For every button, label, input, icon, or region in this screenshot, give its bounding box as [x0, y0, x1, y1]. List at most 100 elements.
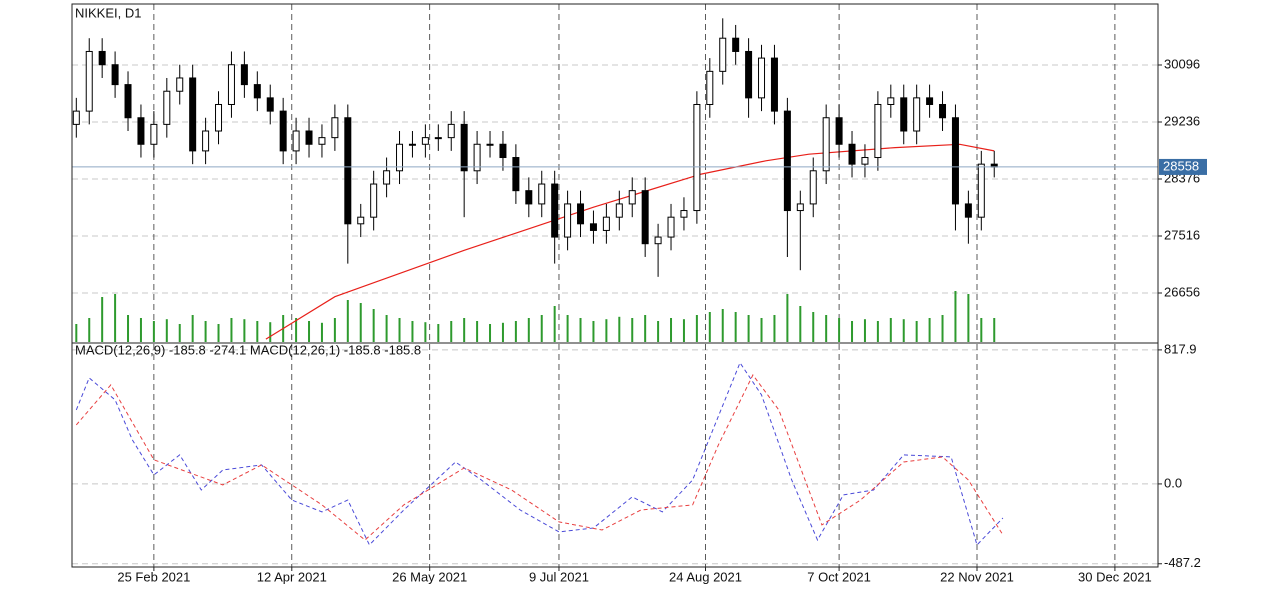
candle-body	[577, 203, 585, 225]
volume-bar	[695, 315, 698, 342]
candle-body	[176, 77, 184, 92]
candle-body	[85, 50, 93, 112]
volume-bar	[527, 318, 530, 342]
candle-body	[396, 143, 404, 172]
candle-body	[331, 117, 339, 139]
volume-bar	[618, 316, 621, 342]
candle-body	[887, 97, 895, 105]
candle-body	[292, 130, 300, 152]
volume-bar	[191, 315, 194, 342]
volume-bar	[476, 321, 479, 342]
volume-bar	[295, 318, 298, 342]
volume-bar	[967, 294, 970, 342]
volume-bar	[152, 321, 155, 342]
candle-body	[861, 157, 869, 165]
candle-body	[783, 110, 791, 212]
volume-bar	[204, 321, 207, 342]
volume-bar	[915, 321, 918, 342]
candle-body	[564, 203, 572, 238]
volume-bar	[256, 321, 259, 342]
candle-body	[215, 103, 223, 132]
candle-body	[202, 130, 210, 152]
volume-bar	[889, 318, 892, 342]
y-tick-label: -487.2	[1164, 555, 1201, 570]
macd-line	[75, 374, 1004, 541]
candle-body	[383, 170, 391, 185]
volume-bar	[437, 324, 440, 342]
candle-body	[822, 117, 830, 172]
volume-bar	[760, 318, 763, 342]
volume-bar	[812, 312, 815, 342]
volume-bar	[734, 312, 737, 342]
volume-bar	[88, 318, 91, 342]
volume-bar	[954, 291, 957, 342]
volume-bar	[631, 318, 634, 342]
candle-body	[150, 123, 158, 145]
candle-body	[370, 183, 378, 218]
candle-body	[473, 143, 481, 172]
volume-bar	[411, 321, 414, 342]
volume-bar	[514, 321, 517, 342]
candle-body	[163, 90, 171, 125]
candle-body	[667, 216, 675, 238]
volume-bar	[708, 312, 711, 342]
candle-body	[408, 143, 416, 146]
candle-body	[240, 64, 248, 86]
candle-body	[124, 84, 132, 119]
candle-body	[344, 117, 352, 225]
last-price-label: 28558	[1163, 158, 1199, 173]
volume-bar	[308, 321, 311, 342]
candle-body	[719, 37, 727, 72]
candle-body	[602, 216, 610, 231]
volume-bar	[863, 319, 866, 342]
candle-body	[499, 143, 507, 159]
volume-bar	[566, 315, 569, 342]
candle-body	[770, 57, 778, 112]
volume-bar	[501, 322, 504, 342]
volume-bar	[980, 318, 983, 342]
x-tick-label: 7 Oct 2021	[807, 569, 871, 584]
volume-bar	[540, 315, 543, 342]
volume-bar	[838, 318, 841, 342]
volume-bar	[786, 294, 789, 342]
volume-bar	[928, 318, 931, 342]
candle-body	[305, 130, 313, 145]
candle-body	[654, 236, 662, 245]
volume-bar	[127, 315, 130, 342]
volume-bar	[333, 318, 336, 342]
candle-body	[447, 123, 455, 139]
volume-bar	[450, 321, 453, 342]
candle-body	[538, 183, 546, 205]
moving-average-line	[265, 143, 995, 340]
candle-body	[318, 137, 326, 145]
candle-body	[111, 64, 119, 86]
x-tick-label: 24 Aug 2021	[669, 569, 742, 584]
candle-body	[98, 50, 106, 66]
volume-bar	[463, 318, 466, 342]
volume-bar	[346, 300, 349, 342]
volume-bar	[773, 315, 776, 342]
candle-body	[551, 183, 559, 238]
volume-bar	[489, 324, 492, 342]
volume-bar	[269, 322, 272, 342]
candle-body	[72, 110, 80, 125]
candle-body	[589, 223, 597, 231]
volume-bar	[825, 315, 828, 342]
candle-body	[900, 97, 908, 132]
volume-bar	[747, 315, 750, 342]
volume-bar	[398, 318, 401, 342]
volume-bar	[579, 318, 582, 342]
candle-body	[460, 123, 468, 172]
volume-bar	[993, 318, 996, 342]
volume-bar	[851, 321, 854, 342]
x-tick-label: 9 Jul 2021	[529, 569, 589, 584]
volume-bar	[553, 306, 556, 342]
volume-bar	[657, 321, 660, 342]
x-tick-label: 22 Nov 2021	[940, 569, 1014, 584]
candle-body	[796, 203, 804, 212]
candle-body	[357, 216, 365, 225]
y-tick-label: 27516	[1164, 227, 1200, 242]
candle-body	[266, 97, 274, 112]
candle-body	[189, 77, 197, 152]
y-tick-label: 0.0	[1164, 475, 1182, 490]
